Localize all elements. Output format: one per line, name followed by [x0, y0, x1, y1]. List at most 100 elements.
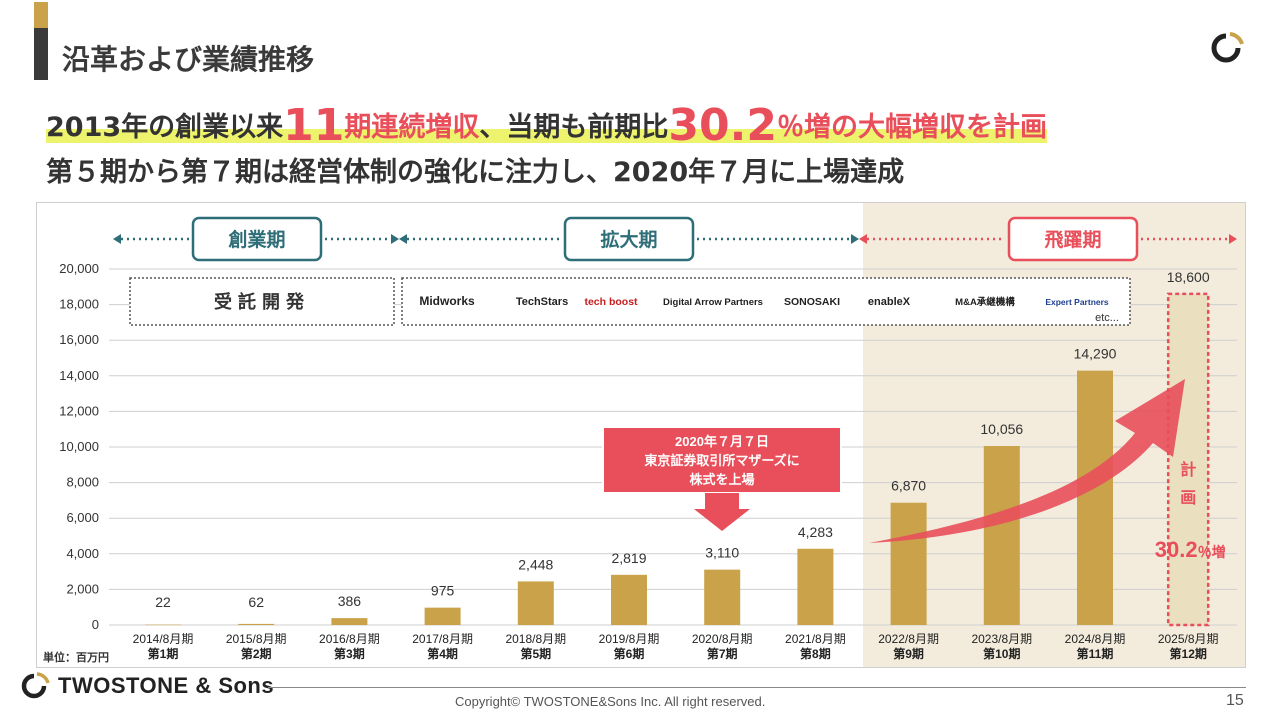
services-etc: etc...: [1095, 312, 1119, 324]
bar: [424, 607, 461, 625]
revenue-chart: 0 2,000 4,000 6,000 8,000 10,000 12,000 14,000 1…: [36, 202, 1246, 668]
service-logo: SONOSAKI: [784, 296, 840, 308]
bar-planned: [1168, 293, 1209, 625]
y-tick-label: 12,000: [59, 403, 99, 418]
plan-growth-unit: ％増: [1198, 544, 1226, 560]
x-tick-label: 2014/8月期: [133, 632, 194, 646]
growth-arrow-icon: [869, 379, 1185, 543]
bar-value-label: 10,056: [980, 421, 1023, 437]
arrow-left-icon: [113, 234, 121, 244]
y-tick-label: 18,000: [59, 297, 99, 312]
x-period-label: 第1期: [148, 646, 179, 661]
headline-number-periods: 11: [283, 100, 345, 151]
phase-label: 拡大期: [600, 228, 657, 251]
x-tick-label: 2025/8月期: [1158, 632, 1219, 646]
x-tick-label: 2018/8月期: [505, 632, 566, 646]
bar: [704, 569, 741, 625]
service-logo: Midworks: [419, 294, 475, 308]
company-logo-icon: [21, 672, 50, 699]
bar-value-label: 386: [338, 593, 362, 609]
phase-box: [191, 216, 323, 262]
y-tick-label: 16,000: [59, 332, 99, 347]
bar-value-label: 975: [431, 583, 455, 599]
copyright: Copyright© TWOSTONE&Sons Inc. All right …: [455, 694, 766, 709]
bar: [1077, 370, 1113, 625]
service-logo: Expert Partners: [1045, 297, 1109, 307]
x-period-label: 第11期: [1077, 646, 1114, 661]
bar-value-label: 18,600: [1167, 269, 1210, 285]
revenue-chart-svg: 0 2,000 4,000 6,000 8,000 10,000 12,000 14,000 1…: [43, 203, 1245, 667]
bar: [517, 581, 554, 625]
bar: [145, 624, 181, 626]
bar: [890, 502, 927, 625]
x-period-label: 第3期: [334, 646, 365, 661]
headline-listing: 第５期から第７期は経営体制の強化に注力し、2020年７月に上場達成: [46, 157, 905, 188]
service-logo: M&A承継機構: [955, 296, 1015, 308]
x-period-label: 第6期: [614, 646, 645, 661]
bar-value-label: 6,870: [891, 478, 926, 494]
headline-text: 2013年の創業以来: [46, 112, 284, 143]
x-period-label: 第8期: [800, 646, 831, 661]
x-tick-label: 2024/8月期: [1065, 632, 1126, 646]
arrow-right-icon: [391, 234, 399, 244]
bar-value-label: 62: [248, 594, 264, 610]
y-tick-label: 6,000: [66, 510, 99, 525]
unit-label: 単位：百万円: [43, 650, 109, 664]
arrow-right-icon: [851, 234, 859, 244]
phase-box: [1007, 216, 1139, 262]
x-tick-label: 2019/8月期: [599, 632, 660, 646]
headline-red-text: 期連続増収: [344, 112, 480, 143]
headline-number-growth: 30.2: [668, 100, 777, 151]
listing-callout-text: 株式を上場: [689, 472, 754, 487]
bar: [331, 618, 368, 625]
service-logo: tech boost: [584, 296, 638, 308]
page-number: 15: [1226, 692, 1244, 709]
service-logo: TechStars: [516, 296, 568, 308]
bar: [983, 446, 1020, 625]
bar: [611, 574, 647, 625]
x-tick-label: 2016/8月期: [319, 632, 380, 646]
bar-value-label: 3,110: [705, 545, 739, 561]
footer-logo: TWOSTONE & Sons: [18, 672, 274, 700]
bar-planned-outline: [1166, 292, 1210, 627]
headline-growth: 2013年の創業以来11期連続増収、当期も前期比30.2％増の大幅増収を計画: [46, 100, 1047, 151]
x-period-label: 第5期: [520, 646, 551, 661]
x-period-label: 第4期: [427, 646, 458, 661]
page-title: 沿革および業績推移: [62, 43, 315, 76]
x-tick-label: 2017/8月期: [412, 632, 473, 646]
headline-red-text: ％増の大幅増収を計画: [776, 112, 1047, 143]
service-logo: Digital Arrow Partners: [663, 297, 763, 308]
bar-value-label: 2,819: [611, 550, 646, 566]
x-period-label: 第2期: [241, 646, 272, 661]
arrow-down-icon: [694, 493, 750, 531]
y-tick-label: 2,000: [66, 581, 99, 596]
x-tick-label: 2021/8月期: [785, 632, 846, 646]
plan-label: 計: [1180, 460, 1196, 479]
x-tick-label: 2020/8月期: [692, 632, 753, 646]
footer-divider: [268, 687, 1246, 688]
arrow-right-icon: [1229, 234, 1237, 244]
service-logos-box: [401, 277, 1131, 326]
arrow-left-icon: [859, 234, 867, 244]
bar: [238, 623, 275, 625]
company-logo-icon: [1206, 30, 1246, 68]
x-tick-label: 2022/8月期: [878, 632, 939, 646]
y-tick-label: 4,000: [66, 546, 99, 561]
bar-value-label: 22: [155, 594, 171, 610]
listing-callout-text: 2020年７月７日: [675, 434, 769, 449]
contract-dev-box: [129, 277, 395, 326]
x-tick-label: 2015/8月期: [226, 632, 287, 646]
y-tick-label: 20,000: [59, 261, 99, 276]
x-period-label: 第10期: [983, 646, 1020, 661]
bar-value-label: 2,448: [518, 556, 553, 572]
arrow-left-icon: [399, 234, 407, 244]
phase-box: [563, 216, 695, 262]
bar-value-label: 14,290: [1074, 346, 1117, 362]
plan-label: 画: [1180, 489, 1196, 507]
y-tick-label: 8,000: [66, 475, 99, 490]
phase-label: 飛躍期: [1044, 229, 1101, 251]
bar: [797, 548, 834, 625]
company-name: TWOSTONE & Sons: [58, 673, 275, 698]
service-logo: enableX: [868, 296, 911, 308]
x-period-label: 第9期: [893, 646, 924, 661]
